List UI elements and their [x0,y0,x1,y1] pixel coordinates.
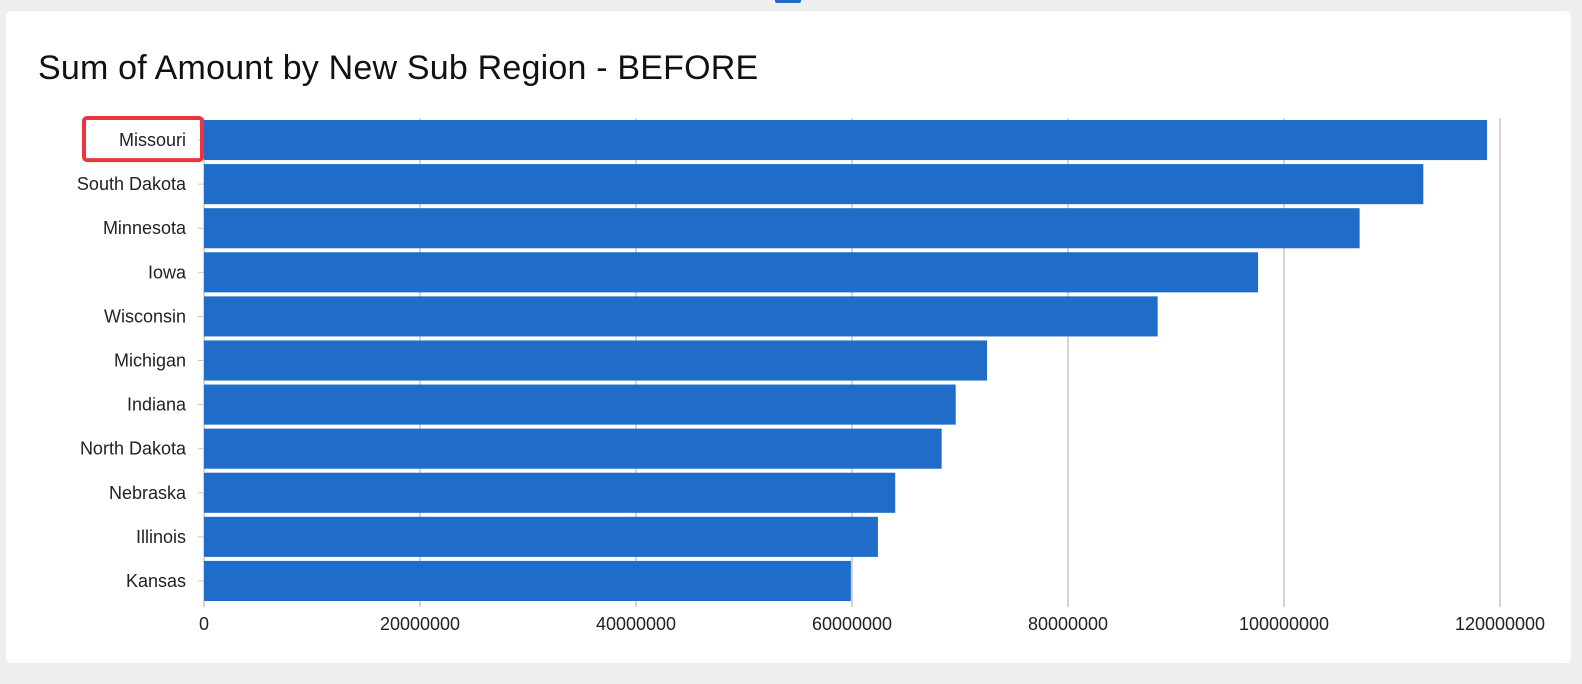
highlight-annotation [82,116,204,163]
bar-iowa[interactable] [204,252,1259,293]
bar-south-dakota[interactable] [204,164,1424,205]
x-axis-ticks: 0 20000000 40000000 60000000 80000000 1000000… [199,614,1545,634]
bar-minnesota[interactable] [204,208,1360,249]
category-label-michigan: Michigan [114,351,186,371]
category-label-south-dakota: South Dakota [77,174,187,194]
category-label-missouri: Missouri [119,130,186,150]
category-label-illinois: Illinois [136,527,186,547]
bar-michigan[interactable] [204,340,987,381]
chart-title: Sum of Amount by New Sub Region - BEFORE [38,49,759,87]
bar-kansas[interactable] [204,560,851,601]
x-tick-label-6: 120000000 [1455,614,1545,634]
category-label-kansas: Kansas [126,571,186,591]
category-labels: Missouri South Dakota Minnesota Iowa Wiscons… [77,130,204,591]
category-label-iowa: Iowa [148,262,187,282]
x-tick-label-5: 100000000 [1239,614,1329,634]
bars [204,120,1488,601]
category-label-north-dakota: North Dakota [80,439,187,459]
top-edge-indicator [775,0,801,3]
x-tick-label-3: 60000000 [812,614,892,634]
category-label-wisconsin: Wisconsin [104,306,186,326]
bar-illinois[interactable] [204,516,878,557]
bar-north-dakota[interactable] [204,428,942,469]
x-tick-label-4: 80000000 [1028,614,1108,634]
bar-missouri[interactable] [204,120,1488,161]
bar-wisconsin[interactable] [204,296,1158,337]
x-tick-label-0: 0 [199,614,209,634]
category-label-nebraska: Nebraska [109,483,187,503]
category-label-minnesota: Minnesota [103,218,187,238]
category-label-indiana: Indiana [127,395,187,415]
bar-indiana[interactable] [204,384,956,425]
highlight-box [82,116,204,163]
x-tick-label-2: 40000000 [596,614,676,634]
x-tick-label-1: 20000000 [380,614,460,634]
bar-nebraska[interactable] [204,472,896,513]
